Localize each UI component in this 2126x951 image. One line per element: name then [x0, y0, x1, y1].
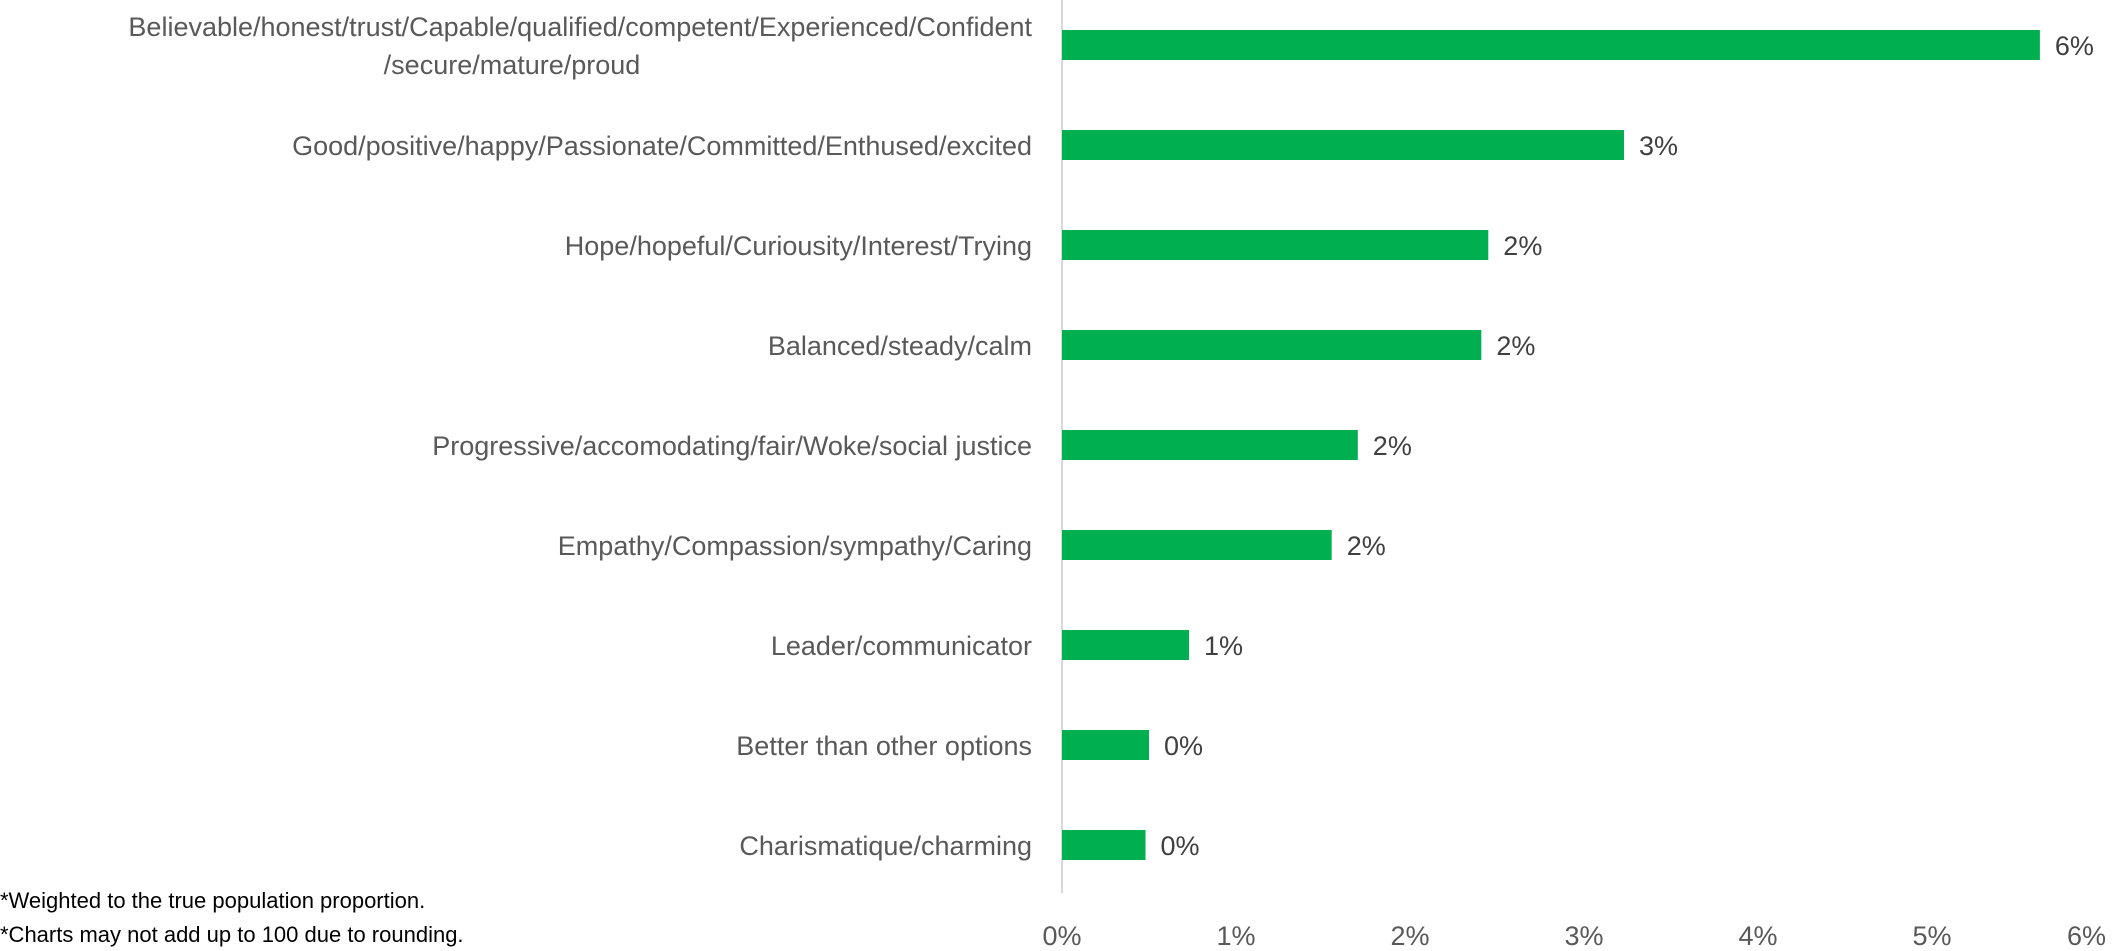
- data-labels-group: 6% 3% 2% 2% 2% 2% 1% 0% 0%: [1161, 31, 2094, 861]
- x-tick-label: 4%: [1738, 921, 1777, 951]
- category-labels-group: Believable/honest/trust/Capable/qualifie…: [128, 12, 1032, 861]
- bar: [1062, 330, 1482, 360]
- category-label: Hope/hopeful/Curiousity/Interest/Trying: [565, 231, 1032, 261]
- data-label: 0%: [1161, 831, 1200, 861]
- data-label: 0%: [1164, 731, 1203, 761]
- data-label: 2%: [1496, 331, 1535, 361]
- category-label: Good/positive/happy/Passionate/Committed…: [292, 131, 1032, 161]
- x-tick-labels-group: 0% 1% 2% 3% 4% 5% 6%: [1042, 921, 2106, 951]
- category-label: Empathy/Compassion/sympathy/Caring: [558, 531, 1032, 561]
- bar: [1062, 430, 1358, 460]
- x-tick-label: 6%: [2067, 921, 2106, 951]
- x-tick-label: 5%: [1912, 921, 1951, 951]
- category-label: Balanced/steady/calm: [768, 331, 1032, 361]
- footnote-rounding: *Charts may not add up to 100 due to rou…: [0, 922, 464, 947]
- bar: [1062, 130, 1625, 160]
- category-label: /secure/mature/proud: [384, 50, 641, 80]
- footnote-weighted: *Weighted to the true population proport…: [0, 888, 426, 913]
- bar: [1062, 730, 1149, 760]
- data-label: 2%: [1347, 531, 1386, 561]
- bar: [1062, 530, 1332, 560]
- data-label: 6%: [2055, 31, 2094, 61]
- x-tick-label: 3%: [1564, 921, 1603, 951]
- data-label: 1%: [1204, 631, 1243, 661]
- category-label: Better than other options: [736, 731, 1032, 761]
- x-tick-label: 1%: [1216, 921, 1255, 951]
- data-label: 2%: [1373, 431, 1412, 461]
- bars-group: [1062, 30, 2040, 860]
- category-label: Leader/communicator: [771, 631, 1032, 661]
- category-label: Believable/honest/trust/Capable/qualifie…: [128, 12, 1032, 42]
- bar: [1062, 830, 1146, 860]
- x-tick-label: 0%: [1042, 921, 1081, 951]
- category-label: Progressive/accomodating/fair/Woke/socia…: [432, 431, 1032, 461]
- category-label: Charismatique/charming: [739, 831, 1032, 861]
- bar: [1062, 230, 1489, 260]
- data-label: 3%: [1639, 131, 1678, 161]
- bar: [1062, 630, 1190, 660]
- data-label: 2%: [1503, 231, 1542, 261]
- bar: [1062, 30, 2040, 60]
- x-tick-label: 2%: [1390, 921, 1429, 951]
